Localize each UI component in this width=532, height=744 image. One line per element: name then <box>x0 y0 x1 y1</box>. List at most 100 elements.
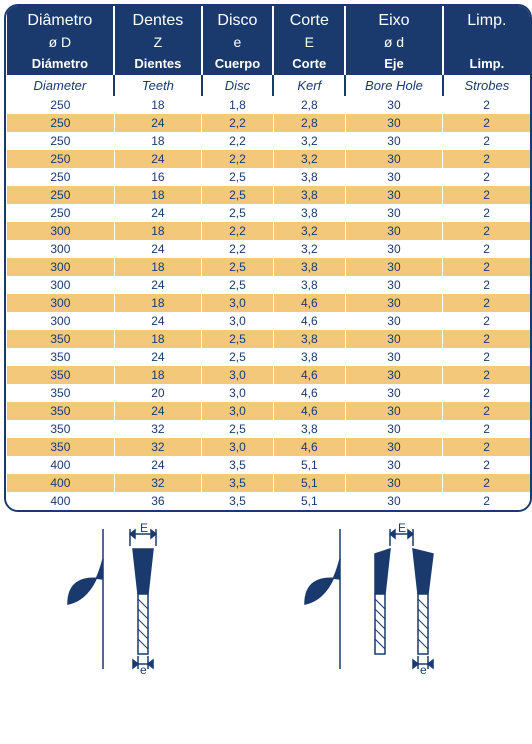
table-cell: 350 <box>7 420 115 438</box>
table-row: 350203,04,6302 <box>7 384 531 402</box>
table-cell: 350 <box>7 366 115 384</box>
table-cell: 2,2 <box>202 222 274 240</box>
table-cell: 2,5 <box>202 186 274 204</box>
table-cell: 3,0 <box>202 312 274 330</box>
table-cell: 2 <box>443 96 530 114</box>
hdr-en-diameter: Diameter <box>7 75 115 96</box>
hdr-sym-diameter: ø D <box>7 32 115 52</box>
table-cell: 250 <box>7 150 115 168</box>
table-cell: 5,1 <box>273 456 345 474</box>
table-cell: 4,6 <box>273 366 345 384</box>
hdr-es-teeth: Dientes <box>114 52 201 75</box>
table-cell: 3,5 <box>202 492 274 510</box>
table-cell: 3,2 <box>273 222 345 240</box>
table-cell: 300 <box>7 258 115 276</box>
table-cell: 3,2 <box>273 240 345 258</box>
table-cell: 18 <box>114 294 201 312</box>
hdr-pt-teeth: Dentes <box>114 6 201 32</box>
table-cell: 24 <box>114 456 201 474</box>
table-row: 300243,04,6302 <box>7 312 531 330</box>
table-cell: 3,2 <box>273 150 345 168</box>
table-cell: 30 <box>345 456 443 474</box>
table-cell: 2 <box>443 114 530 132</box>
table-cell: 30 <box>345 150 443 168</box>
table-cell: 2 <box>443 312 530 330</box>
hdr-pt-bore: Eixo <box>345 6 443 32</box>
table-cell: 2 <box>443 132 530 150</box>
hdr-pt-diameter: Diâmetro <box>7 6 115 32</box>
table-cell: 30 <box>345 312 443 330</box>
hdr-sym-bore: ø d <box>345 32 443 52</box>
table-row: 250242,22,8302 <box>7 114 531 132</box>
table-cell: 250 <box>7 132 115 150</box>
spec-table: Diâmetro Dentes Disco Corte Eixo Limp. ø… <box>6 6 530 510</box>
table-cell: 30 <box>345 348 443 366</box>
table-cell: 2,2 <box>202 240 274 258</box>
table-cell: 3,0 <box>202 438 274 456</box>
table-cell: 2 <box>443 258 530 276</box>
table-cell: 30 <box>345 240 443 258</box>
label-e: e <box>140 663 147 677</box>
table-row: 250242,53,8302 <box>7 204 531 222</box>
table-cell: 3,2 <box>273 132 345 150</box>
table-cell: 2,2 <box>202 132 274 150</box>
hdr-pt-disc: Disco <box>202 6 274 32</box>
table-cell: 2 <box>443 222 530 240</box>
table-cell: 30 <box>345 276 443 294</box>
table-cell: 18 <box>114 132 201 150</box>
table-cell: 3,8 <box>273 168 345 186</box>
table-row: 300182,23,2302 <box>7 222 531 240</box>
table-cell: 250 <box>7 186 115 204</box>
table-cell: 32 <box>114 474 201 492</box>
table-cell: 4,6 <box>273 402 345 420</box>
table-cell: 350 <box>7 348 115 366</box>
table-cell: 3,8 <box>273 204 345 222</box>
label-e2: e <box>420 663 427 677</box>
table-cell: 18 <box>114 186 201 204</box>
table-header: Diâmetro Dentes Disco Corte Eixo Limp. ø… <box>7 6 531 96</box>
table-row: 250242,23,2302 <box>7 150 531 168</box>
table-cell: 250 <box>7 114 115 132</box>
table-cell: 300 <box>7 240 115 258</box>
table-cell: 3,8 <box>273 420 345 438</box>
table-cell: 30 <box>345 330 443 348</box>
table-cell: 24 <box>114 402 201 420</box>
table-cell: 4,6 <box>273 438 345 456</box>
table-cell: 350 <box>7 438 115 456</box>
table-row: 300182,53,8302 <box>7 258 531 276</box>
table-cell: 30 <box>345 222 443 240</box>
table-cell: 2,5 <box>202 204 274 222</box>
table-cell: 250 <box>7 96 115 114</box>
table-cell: 18 <box>114 222 201 240</box>
table-cell: 250 <box>7 204 115 222</box>
hdr-es-strobes: Limp. <box>443 52 530 75</box>
table-cell: 24 <box>114 114 201 132</box>
table-cell: 36 <box>114 492 201 510</box>
table-cell: 3,0 <box>202 402 274 420</box>
table-cell: 2 <box>443 474 530 492</box>
hdr-sym-kerf: E <box>273 32 345 52</box>
table-cell: 30 <box>345 294 443 312</box>
table-cell: 250 <box>7 168 115 186</box>
table-cell: 2,5 <box>202 168 274 186</box>
hdr-es-bore: Eje <box>345 52 443 75</box>
table-cell: 300 <box>7 276 115 294</box>
table-cell: 2,5 <box>202 420 274 438</box>
hdr-en-disc: Disc <box>202 75 274 96</box>
table-cell: 3,8 <box>273 276 345 294</box>
table-row: 250181,82,8302 <box>7 96 531 114</box>
table-cell: 2 <box>443 384 530 402</box>
table-cell: 2 <box>443 366 530 384</box>
table-cell: 2 <box>443 294 530 312</box>
table-cell: 20 <box>114 384 201 402</box>
table-cell: 30 <box>345 492 443 510</box>
table-cell: 30 <box>345 474 443 492</box>
hdr-sym-teeth: Z <box>114 32 201 52</box>
table-cell: 350 <box>7 384 115 402</box>
table-cell: 18 <box>114 258 201 276</box>
table-cell: 2,8 <box>273 114 345 132</box>
table-cell: 2 <box>443 330 530 348</box>
table-cell: 5,1 <box>273 474 345 492</box>
hdr-es-disc: Cuerpo <box>202 52 274 75</box>
hdr-en-teeth: Teeth <box>114 75 201 96</box>
